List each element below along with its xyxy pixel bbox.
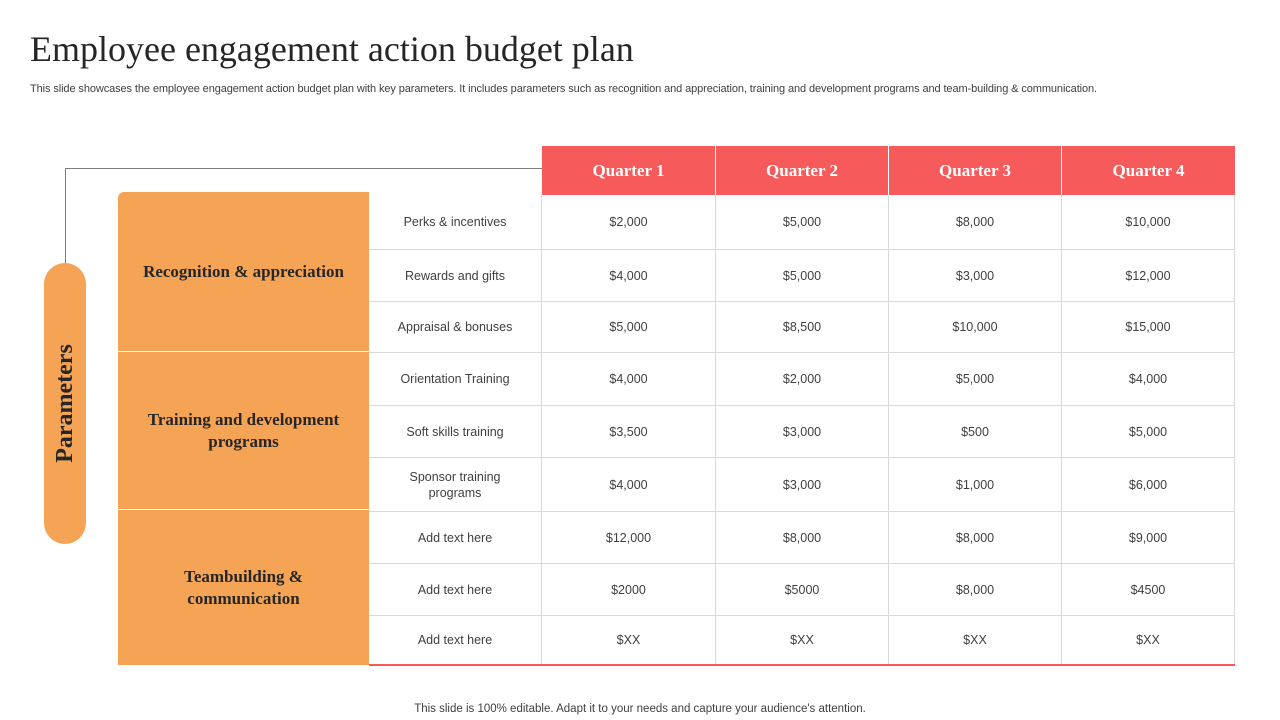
page-subtitle: This slide showcases the employee engage… (30, 83, 1097, 95)
page-title: Employee engagement action budget plan (30, 29, 634, 69)
cell-quarter-1: $4,000 (542, 353, 716, 406)
connector-line-vertical (65, 168, 66, 330)
row-parameter: Rewards and gifts (369, 250, 542, 302)
cell-quarter-1: $12,000 (542, 512, 716, 564)
cell-quarter-1: $4,000 (542, 458, 716, 512)
row-parameter: Add text here (369, 512, 542, 564)
header-quarter-3: Quarter 3 (889, 146, 1062, 195)
row-parameter: Orientation Training (369, 353, 542, 406)
cell-quarter-3: $10,000 (889, 302, 1062, 353)
cell-quarter-4: $10,000 (1062, 195, 1235, 250)
cell-quarter-1: $3,500 (542, 406, 716, 458)
cell-quarter-1: $4,000 (542, 250, 716, 302)
parameters-pill: Parameters (44, 263, 86, 544)
row-parameter: Add text here (369, 564, 542, 616)
table-bottom-border (369, 664, 1235, 666)
cell-quarter-3: $1,000 (889, 458, 1062, 512)
row-parameter: Appraisal & bonuses (369, 302, 542, 353)
parameters-label: Parameters (51, 344, 78, 463)
group-training: Training and development programs (147, 409, 340, 451)
row-parameter: Perks & incentives (369, 195, 542, 250)
cell-quarter-1: $5,000 (542, 302, 716, 353)
cell-quarter-2: $3,000 (716, 406, 889, 458)
group-column: Recognition & appreciation Training and … (118, 192, 369, 665)
group-recognition: Recognition & appreciation (143, 261, 344, 281)
cell-quarter-2: $2,000 (716, 353, 889, 406)
cell-quarter-4: $4,000 (1062, 353, 1235, 406)
cell-quarter-2: $5,000 (716, 195, 889, 250)
cell-quarter-4: $6,000 (1062, 458, 1235, 512)
row-parameter: Add text here (369, 616, 542, 665)
cell-quarter-2: $XX (716, 616, 889, 665)
cell-quarter-4: $5,000 (1062, 406, 1235, 458)
footer-note: This slide is 100% editable. Adapt it to… (414, 703, 866, 715)
cell-quarter-2: $3,000 (716, 458, 889, 512)
cell-quarter-4: $15,000 (1062, 302, 1235, 353)
cell-quarter-1: $XX (542, 616, 716, 665)
cell-quarter-2: $5000 (716, 564, 889, 616)
cell-quarter-3: $3,000 (889, 250, 1062, 302)
connector-line-horizontal (65, 168, 543, 169)
cell-quarter-2: $8,000 (716, 512, 889, 564)
cell-quarter-1: $2,000 (542, 195, 716, 250)
row-parameter: Soft skills training (369, 406, 542, 458)
header-quarter-2: Quarter 2 (716, 146, 889, 195)
cell-quarter-4: $9,000 (1062, 512, 1235, 564)
cell-quarter-3: $XX (889, 616, 1062, 665)
cell-quarter-3: $8,000 (889, 564, 1062, 616)
cell-quarter-4: $4500 (1062, 564, 1235, 616)
cell-quarter-4: $XX (1062, 616, 1235, 665)
cell-quarter-2: $8,500 (716, 302, 889, 353)
group-divider (118, 351, 369, 352)
group-divider (118, 509, 369, 510)
cell-quarter-3: $5,000 (889, 353, 1062, 406)
cell-quarter-4: $12,000 (1062, 250, 1235, 302)
cell-quarter-2: $5,000 (716, 250, 889, 302)
budget-table: Quarter 1 Quarter 2 Quarter 3 Quarter 4 … (369, 146, 1235, 665)
header-quarter-1: Quarter 1 (542, 146, 716, 195)
cell-quarter-1: $2000 (542, 564, 716, 616)
cell-quarter-3: $8,000 (889, 512, 1062, 564)
group-teambuilding: Teambuilding & communication (184, 566, 303, 608)
header-quarter-4: Quarter 4 (1062, 146, 1235, 195)
cell-quarter-3: $500 (889, 406, 1062, 458)
row-parameter: Sponsor training programs (369, 458, 542, 512)
cell-quarter-3: $8,000 (889, 195, 1062, 250)
